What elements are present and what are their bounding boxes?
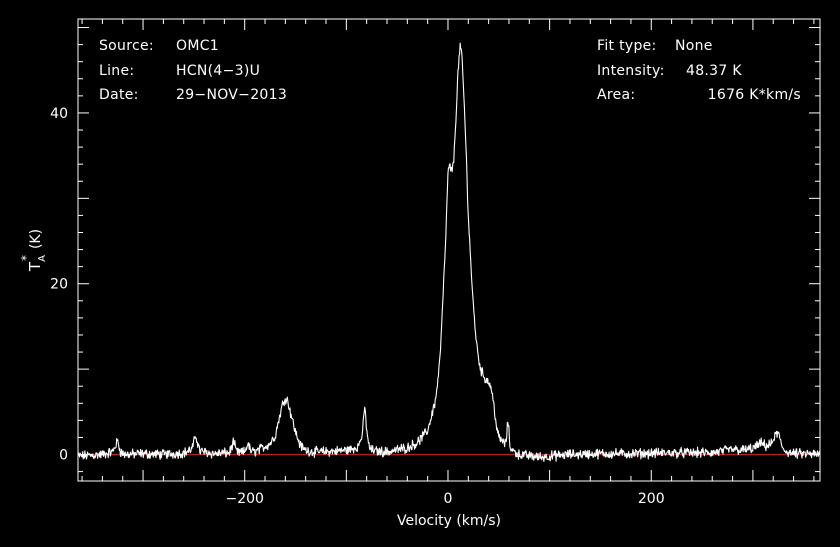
date-value: 29−NOV−2013 <box>176 87 287 103</box>
area-value: 1676 K*km/s <box>708 87 801 103</box>
source-value: OMC1 <box>176 38 219 54</box>
y-axis-label-unit: (K) <box>28 229 44 249</box>
y-axis-label-sup: * <box>19 255 33 261</box>
spectrum-trace <box>77 42 821 463</box>
svg-text:TA*(K): TA * (K) <box>19 229 48 272</box>
x-tick-label: 200 <box>638 491 665 507</box>
y-axis-label-symbol: T <box>26 261 44 272</box>
line-value: HCN(4−3)U <box>176 63 260 79</box>
header-right: Fit type: None Intensity: 48.37 K Area: … <box>597 38 801 103</box>
x-tick-label: −200 <box>225 491 263 507</box>
source-key: Source: <box>99 38 154 54</box>
date-key: Date: <box>99 87 139 103</box>
intensity-key: Intensity: <box>597 63 665 79</box>
header-left: Source: OMC1 Line: HCN(4−3)U Date: 29−NO… <box>99 38 287 103</box>
y-tick-label: 0 <box>59 448 68 464</box>
y-axis-label-sub: A <box>37 255 48 262</box>
y-tick-label: 40 <box>50 106 68 122</box>
fit-type-value: None <box>675 38 713 54</box>
x-axis-label: Velocity (km/s) <box>397 513 501 529</box>
intensity-value: 48.37 K <box>686 63 742 79</box>
y-axis-label: TA * (K) <box>19 229 48 272</box>
line-key: Line: <box>99 63 134 79</box>
x-tick-label: 0 <box>444 491 453 507</box>
fit-type-key: Fit type: <box>597 38 657 54</box>
y-tick-label: 20 <box>50 277 68 293</box>
area-key: Area: <box>597 87 635 103</box>
